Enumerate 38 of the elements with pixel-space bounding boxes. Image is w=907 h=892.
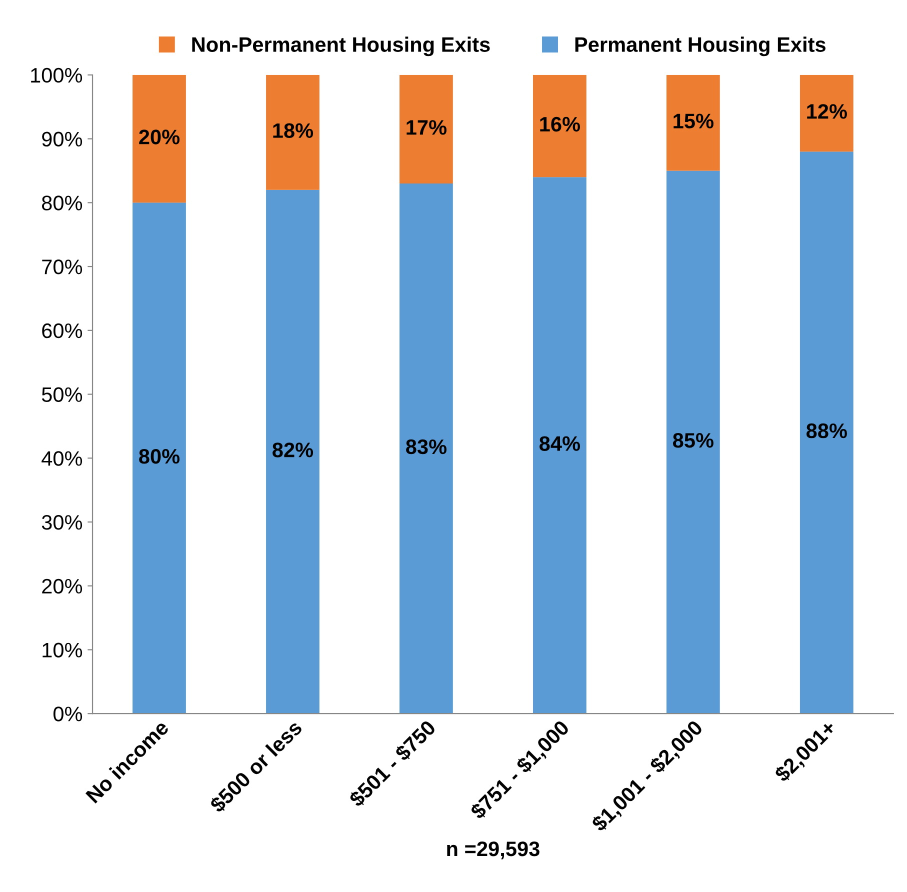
bar [533, 74, 586, 178]
data-label: 83% [406, 439, 447, 454]
bar [132, 202, 186, 714]
data-label: 80% [139, 448, 180, 464]
bar [400, 74, 453, 184]
y-tick-label: 80% [42, 196, 82, 210]
bar [666, 170, 720, 714]
y-tick-label: 20% [42, 578, 82, 594]
y-tick-label: 100% [31, 68, 82, 83]
bar [666, 74, 720, 171]
bar [266, 190, 320, 714]
data-label: 16% [540, 116, 580, 132]
y-tick-label: 40% [42, 451, 82, 466]
data-label: 18% [273, 123, 314, 138]
legend-label: Non-Permanent Housing Exits [192, 36, 490, 56]
data-label: 17% [406, 120, 447, 135]
y-tick-label: 0% [53, 706, 82, 722]
bar [533, 177, 586, 714]
y-tick-label: 10% [42, 642, 82, 658]
data-label: 85% [672, 433, 714, 448]
data-label: 20% [139, 130, 180, 144]
y-tick-label: 90% [42, 132, 82, 147]
data-label: 82% [272, 442, 314, 458]
data-label: 84% [540, 436, 580, 451]
y-tick-label: 60% [42, 323, 82, 338]
legend-label: Permanent Housing Exits [575, 36, 826, 56]
bar [266, 74, 320, 190]
bar [132, 74, 186, 203]
data-label: 15% [674, 114, 714, 128]
bar [800, 74, 854, 152]
bar [800, 152, 854, 714]
x-axis-title: n =29,593 [447, 841, 540, 860]
data-label: 88% [806, 423, 847, 438]
bar [400, 184, 453, 714]
y-tick-label: 70% [42, 260, 82, 274]
data-label: 12% [807, 104, 847, 119]
y-tick-label: 30% [42, 515, 82, 530]
y-tick-label: 50% [42, 387, 82, 402]
